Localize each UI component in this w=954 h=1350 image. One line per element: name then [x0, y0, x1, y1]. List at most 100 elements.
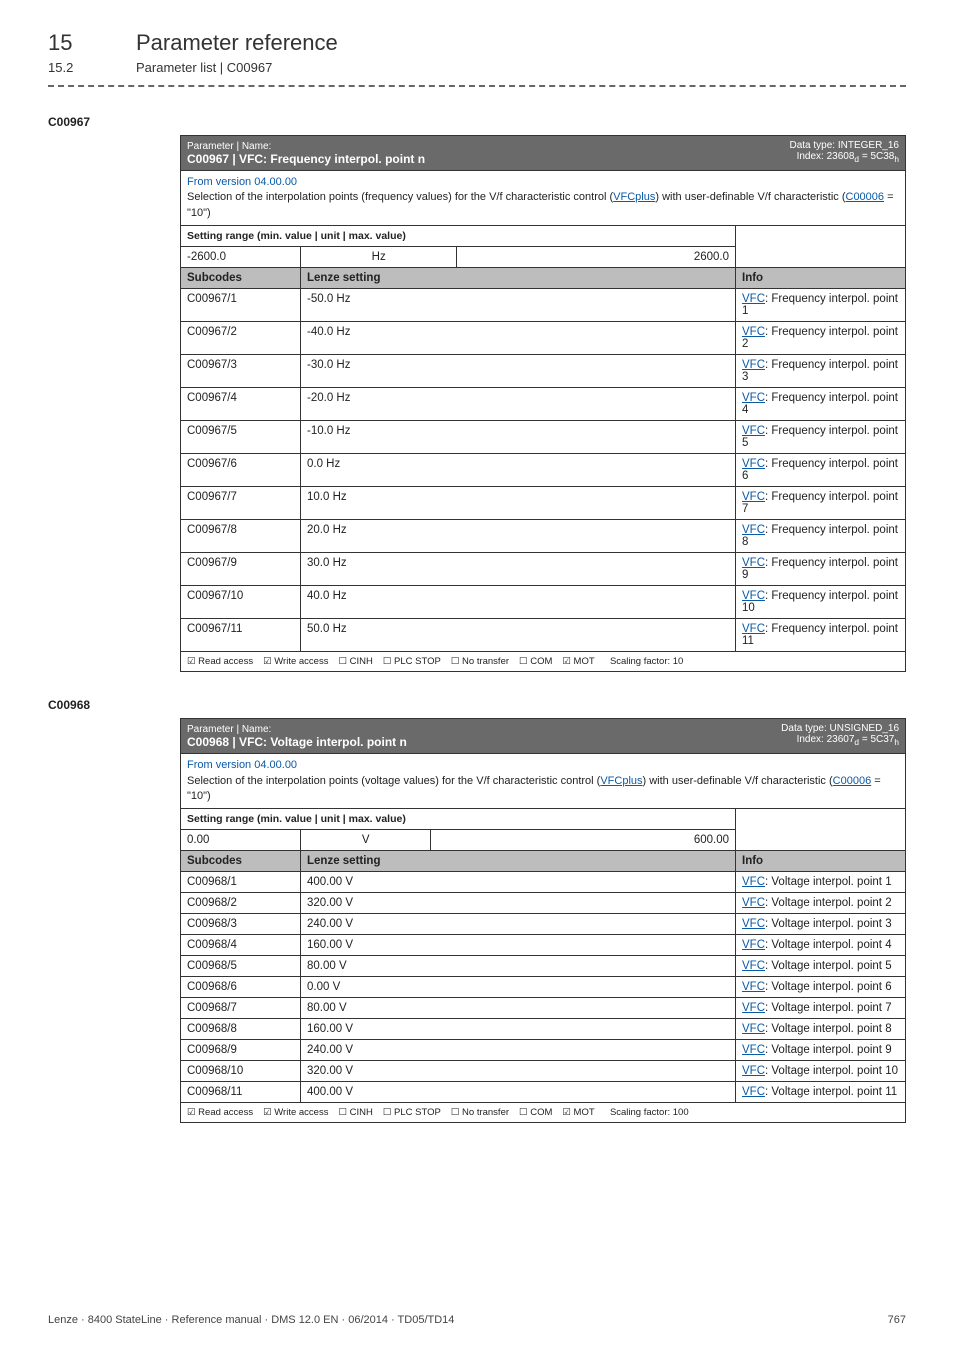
lenze-setting: 20.0 Hz	[301, 520, 736, 553]
lenze-setting: 10.0 Hz	[301, 487, 736, 520]
param-table: Parameter | Name:C00967 | VFC: Frequency…	[180, 135, 906, 672]
lenze-setting: 50.0 Hz	[301, 619, 736, 652]
param-block: Parameter | Name:C00968 | VFC: Voltage i…	[180, 718, 906, 1123]
flag: ☐ CINH	[338, 656, 372, 667]
c00006-link[interactable]: C00006	[846, 191, 885, 203]
vfc-link[interactable]: VFC	[742, 590, 765, 602]
table-row: C00967/5-10.0 HzVFC: Frequency interpol.…	[181, 421, 906, 454]
section-title: Parameter list | C00967	[136, 60, 272, 75]
flag: ☑ Write access	[263, 1107, 328, 1118]
table-row: C00968/780.00 VVFC: Voltage interpol. po…	[181, 998, 906, 1019]
access-flags: ☑ Read access☑ Write access☐ CINH☐ PLC S…	[181, 652, 906, 672]
subcode: C00967/11	[181, 619, 301, 652]
vfc-link[interactable]: VFC	[742, 918, 765, 930]
table-row: C00968/3240.00 VVFC: Voltage interpol. p…	[181, 914, 906, 935]
col-lenze-setting: Lenze setting	[301, 851, 736, 872]
info-cell: VFC: Frequency interpol. point 4	[736, 388, 906, 421]
vfc-link[interactable]: VFC	[742, 524, 765, 536]
vfc-link[interactable]: VFC	[742, 981, 765, 993]
subcode: C00967/7	[181, 487, 301, 520]
vfc-link[interactable]: VFC	[742, 359, 765, 371]
flag: ☐ CINH	[338, 1107, 372, 1118]
page-subheader: 15.2 Parameter list | C00967	[48, 60, 906, 75]
vfc-link[interactable]: VFC	[742, 1023, 765, 1035]
lenze-setting: 400.00 V	[301, 872, 736, 893]
lenze-setting: 160.00 V	[301, 935, 736, 956]
info-cell: VFC: Frequency interpol. point 11	[736, 619, 906, 652]
table-row: C00968/1400.00 VVFC: Voltage interpol. p…	[181, 872, 906, 893]
subcode: C00967/10	[181, 586, 301, 619]
lenze-setting: -40.0 Hz	[301, 322, 736, 355]
param-title-left: Parameter | Name:C00968 | VFC: Voltage i…	[181, 719, 736, 754]
subcode: C00968/11	[181, 1082, 301, 1103]
vfc-link[interactable]: VFC	[742, 623, 765, 635]
lenze-setting: 400.00 V	[301, 1082, 736, 1103]
table-row: C00968/9240.00 VVFC: Voltage interpol. p…	[181, 1040, 906, 1061]
vfcplus-link[interactable]: VFCplus	[613, 191, 655, 203]
col-info: Info	[736, 851, 906, 872]
range-max: 2600.0	[457, 247, 736, 268]
lenze-setting: -20.0 Hz	[301, 388, 736, 421]
info-cell: VFC: Voltage interpol. point 4	[736, 935, 906, 956]
lenze-setting: 40.0 Hz	[301, 586, 736, 619]
info-cell: VFC: Frequency interpol. point 5	[736, 421, 906, 454]
info-cell: VFC: Frequency interpol. point 3	[736, 355, 906, 388]
param-title-right: Data type: UNSIGNED_16Index: 23607d = 5C…	[736, 719, 906, 754]
table-row: C00968/4160.00 VVFC: Voltage interpol. p…	[181, 935, 906, 956]
c00006-link[interactable]: C00006	[833, 775, 872, 787]
info-cell: VFC: Frequency interpol. point 8	[736, 520, 906, 553]
vfc-link[interactable]: VFC	[742, 326, 765, 338]
desc-text: Selection of the interpolation points (f…	[187, 191, 613, 203]
lenze-setting: 80.00 V	[301, 998, 736, 1019]
col-subcodes: Subcodes	[181, 268, 301, 289]
vfc-link[interactable]: VFC	[742, 557, 765, 569]
vfc-link[interactable]: VFC	[742, 1044, 765, 1056]
subcode: C00968/9	[181, 1040, 301, 1061]
footer-right: 767	[888, 1314, 906, 1326]
param-description: From version 04.00.00Selection of the in…	[181, 754, 906, 809]
info-cell: VFC: Voltage interpol. point 11	[736, 1082, 906, 1103]
vfc-link[interactable]: VFC	[742, 876, 765, 888]
scaling-factor: Scaling factor: 10	[610, 656, 683, 667]
vfc-link[interactable]: VFC	[742, 897, 765, 909]
vfc-link[interactable]: VFC	[742, 458, 765, 470]
range-max: 600.00	[431, 830, 736, 851]
col-subcodes: Subcodes	[181, 851, 301, 872]
subcode: C00968/10	[181, 1061, 301, 1082]
flag: ☐ No transfer	[451, 656, 509, 667]
subcode: C00968/8	[181, 1019, 301, 1040]
table-row: C00968/580.00 VVFC: Voltage interpol. po…	[181, 956, 906, 977]
flag: ☑ MOT	[562, 656, 594, 667]
vfc-link[interactable]: VFC	[742, 960, 765, 972]
footer-left: Lenze · 8400 StateLine · Reference manua…	[48, 1314, 454, 1326]
page-header: 15 Parameter reference	[48, 30, 906, 56]
param-table: Parameter | Name:C00968 | VFC: Voltage i…	[180, 718, 906, 1123]
separator	[48, 85, 906, 87]
lenze-setting: 240.00 V	[301, 1040, 736, 1061]
vfc-link[interactable]: VFC	[742, 1002, 765, 1014]
info-cell: VFC: Voltage interpol. point 2	[736, 893, 906, 914]
vfc-link[interactable]: VFC	[742, 392, 765, 404]
vfc-link[interactable]: VFC	[742, 491, 765, 503]
vfc-link[interactable]: VFC	[742, 1065, 765, 1077]
info-cell: VFC: Frequency interpol. point 6	[736, 454, 906, 487]
lenze-setting: -30.0 Hz	[301, 355, 736, 388]
param-anchor: C00967	[48, 115, 906, 129]
table-row: C00967/930.0 HzVFC: Frequency interpol. …	[181, 553, 906, 586]
vfc-link[interactable]: VFC	[742, 1086, 765, 1098]
subcode: C00967/2	[181, 322, 301, 355]
table-row: C00967/3-30.0 HzVFC: Frequency interpol.…	[181, 355, 906, 388]
table-row: C00967/4-20.0 HzVFC: Frequency interpol.…	[181, 388, 906, 421]
chapter-number: 15	[48, 30, 136, 56]
vfc-link[interactable]: VFC	[742, 425, 765, 437]
info-cell: VFC: Frequency interpol. point 9	[736, 553, 906, 586]
info-cell: VFC: Frequency interpol. point 10	[736, 586, 906, 619]
table-row: C00967/2-40.0 HzVFC: Frequency interpol.…	[181, 322, 906, 355]
vfc-link[interactable]: VFC	[742, 939, 765, 951]
table-row: C00968/60.00 VVFC: Voltage interpol. poi…	[181, 977, 906, 998]
subcode: C00967/8	[181, 520, 301, 553]
vfcplus-link[interactable]: VFCplus	[600, 775, 642, 787]
subcode: C00967/9	[181, 553, 301, 586]
vfc-link[interactable]: VFC	[742, 293, 765, 305]
lenze-setting: -10.0 Hz	[301, 421, 736, 454]
